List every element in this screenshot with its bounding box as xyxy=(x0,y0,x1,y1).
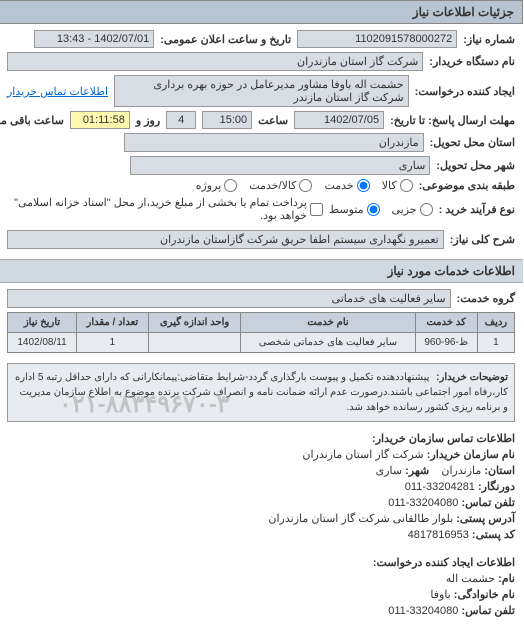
purchase-type-group: جزیی متوسط xyxy=(330,203,434,216)
creator-name-value: حشمت اله xyxy=(447,573,496,585)
city-label: شهر محل تحویل: xyxy=(437,159,516,172)
type-service-option[interactable]: خدمت xyxy=(325,179,370,192)
table-row: 1 ظ-96-960 سایر فعالیت های خدماتی شخصی 1… xyxy=(9,333,516,353)
desc-label: توضیحات خریدار: xyxy=(437,370,509,385)
services-section-title: اطلاعات خدمات مورد نیاز xyxy=(0,259,524,283)
service-group-label: گروه خدمت: xyxy=(458,292,516,305)
buyer-org-label: نام سازمان خریدار: xyxy=(428,449,516,461)
main-desc-field: تعمیرو نگهداری سیستم اطفا حریق شرکت گازا… xyxy=(8,230,445,249)
cell-name: سایر فعالیت های خدماتی شخصی xyxy=(242,333,416,353)
buyer-fax-label: دورنگار: xyxy=(479,481,516,493)
request-number-field: 1102091578000272 xyxy=(298,30,458,48)
creator-name-label: نام: xyxy=(499,573,516,585)
type-project-option[interactable]: پروژه xyxy=(197,179,239,192)
type-project-radio[interactable] xyxy=(225,179,238,192)
purchase-small-option[interactable]: جزیی xyxy=(393,203,434,216)
col-index: ردیف xyxy=(478,313,515,333)
desc-text: پیشنهاددهنده تکمیل و پیوست بارگذاری گردد… xyxy=(16,372,509,413)
response-time-field: 15:00 xyxy=(203,111,253,129)
purchase-note-checkbox[interactable] xyxy=(311,203,324,216)
creator-surname-label: نام خانوادگی: xyxy=(455,589,516,601)
description-box: توضیحات خریدار: پیشنهاددهنده تکمیل و پیو… xyxy=(8,363,516,422)
province-label: استان محل تحویل: xyxy=(431,136,516,149)
type-both-label: کالا/خدمت xyxy=(250,179,297,192)
main-form: شماره نیاز: 1102091578000272 تاریخ و ساع… xyxy=(0,24,524,259)
purchase-note-option[interactable]: پرداخت تمام یا بخشی از مبلغ خرید،از محل … xyxy=(8,196,324,222)
buyer-section-title: اطلاعات تماس سازمان خریدار: xyxy=(373,433,516,445)
purchase-medium-label: متوسط xyxy=(330,203,365,216)
buyer-org-value: شرکت گاز استان مازندران xyxy=(303,449,424,461)
subject-type-label: طبقه بندی موضوعی: xyxy=(420,179,516,192)
org-name-field: شرکت گاز استان مازندران xyxy=(8,52,424,71)
purchase-type-label: نوع فرآیند خرید : xyxy=(440,203,516,216)
main-desc-label: شرح کلی نیاز: xyxy=(451,233,516,246)
purchase-small-label: جزیی xyxy=(393,203,418,216)
buyer-contact-link[interactable]: اطلاعات تماس خریدار xyxy=(8,85,109,98)
buyer-postcode-label: کد پستی: xyxy=(473,529,516,541)
type-both-option[interactable]: کالا/خدمت xyxy=(250,179,313,192)
buyer-postcode-value: 4817816953 xyxy=(409,529,470,541)
response-date-field: 1402/07/05 xyxy=(295,111,385,129)
type-service-label: خدمت xyxy=(325,179,354,192)
creator-phone-value: 33204080-011 xyxy=(389,605,459,617)
subject-type-group: کالا خدمت کالا/خدمت پروژه xyxy=(197,179,414,192)
purchase-small-radio[interactable] xyxy=(421,203,434,216)
table-header-row: ردیف کد خدمت نام خدمت واحد اندازه گیری ت… xyxy=(9,313,516,333)
cell-index: 1 xyxy=(478,333,515,353)
cell-code: ظ-96-960 xyxy=(416,333,478,353)
buyer-phone-value: 33204080-011 xyxy=(389,497,459,509)
cell-qty: 1 xyxy=(77,333,149,353)
request-number-label: شماره نیاز: xyxy=(464,33,516,46)
type-both-radio[interactable] xyxy=(300,179,313,192)
province-field: مازندران xyxy=(125,133,425,152)
buyer-phone-label: تلفن تماس: xyxy=(462,497,516,509)
type-goods-label: کالا xyxy=(383,179,398,192)
buyer-fax-value: 33204281-011 xyxy=(406,481,476,493)
col-name: نام خدمت xyxy=(242,313,416,333)
time-remaining-field: 01:11:58 xyxy=(71,111,131,129)
buyer-postal-label: آدرس پستی: xyxy=(457,513,516,525)
city-field: ساری xyxy=(131,156,431,175)
creator-surname-value: باوفا xyxy=(431,589,451,601)
page-header: جزئیات اطلاعات نیاز xyxy=(0,0,524,24)
buyer-info-section: اطلاعات تماس سازمان خریدار: نام سازمان خ… xyxy=(0,426,524,550)
purchase-note-text: پرداخت تمام یا بخشی از مبلغ خرید،از محل … xyxy=(8,196,308,222)
purchase-medium-radio[interactable] xyxy=(368,203,381,216)
col-date: تاریخ نیاز xyxy=(9,313,78,333)
buyer-postal-value: بلوار طالقانی شرکت گاز استان مازندران xyxy=(269,513,454,525)
creator-phone-label: تلفن تماس: xyxy=(462,605,516,617)
buyer-province-label: استان: xyxy=(485,465,516,477)
announce-date-field: 1402/07/01 - 13:43 xyxy=(35,30,155,48)
org-name-label: نام دستگاه خریدار: xyxy=(430,55,516,68)
col-unit: واحد اندازه گیری xyxy=(149,313,242,333)
type-project-label: پروژه xyxy=(197,179,223,192)
col-qty: تعداد / مقدار xyxy=(77,313,149,333)
buyer-city-label: شهر: xyxy=(406,465,430,477)
announce-date-label: تاریخ و ساعت اعلان عمومی: xyxy=(161,33,292,46)
creator-section-title: اطلاعات ایجاد کننده درخواست: xyxy=(374,557,516,569)
type-goods-option[interactable]: کالا xyxy=(383,179,414,192)
purchase-medium-option[interactable]: متوسط xyxy=(330,203,381,216)
service-group-field: سایر فعالیت های خدماتی xyxy=(8,289,452,308)
time-label: ساعت xyxy=(259,114,289,127)
col-code: کد خدمت xyxy=(416,313,478,333)
day-label: روز و xyxy=(137,114,161,127)
cell-unit xyxy=(149,333,242,353)
request-creator-field: حشمت اله باوفا مشاور مدیرعامل در حوزه به… xyxy=(115,75,410,107)
buyer-province-value: مازندران xyxy=(442,465,482,477)
deadline-label: مهلت ارسال پاسخ: تا تاریخ: xyxy=(391,114,516,127)
type-service-radio[interactable] xyxy=(358,179,371,192)
creator-info-section: اطلاعات ایجاد کننده درخواست: نام: حشمت ا… xyxy=(0,550,524,626)
header-title: جزئیات اطلاعات نیاز xyxy=(414,5,515,19)
buyer-city-value: ساری xyxy=(377,465,404,477)
services-table: ردیف کد خدمت نام خدمت واحد اندازه گیری ت… xyxy=(8,312,516,353)
days-remaining-field: 4 xyxy=(167,111,197,129)
time-remaining-label: ساعت باقی مانده xyxy=(0,114,65,127)
request-creator-label: ایجاد کننده درخواست: xyxy=(416,85,516,98)
cell-date: 1402/08/11 xyxy=(9,333,78,353)
type-goods-radio[interactable] xyxy=(401,179,414,192)
